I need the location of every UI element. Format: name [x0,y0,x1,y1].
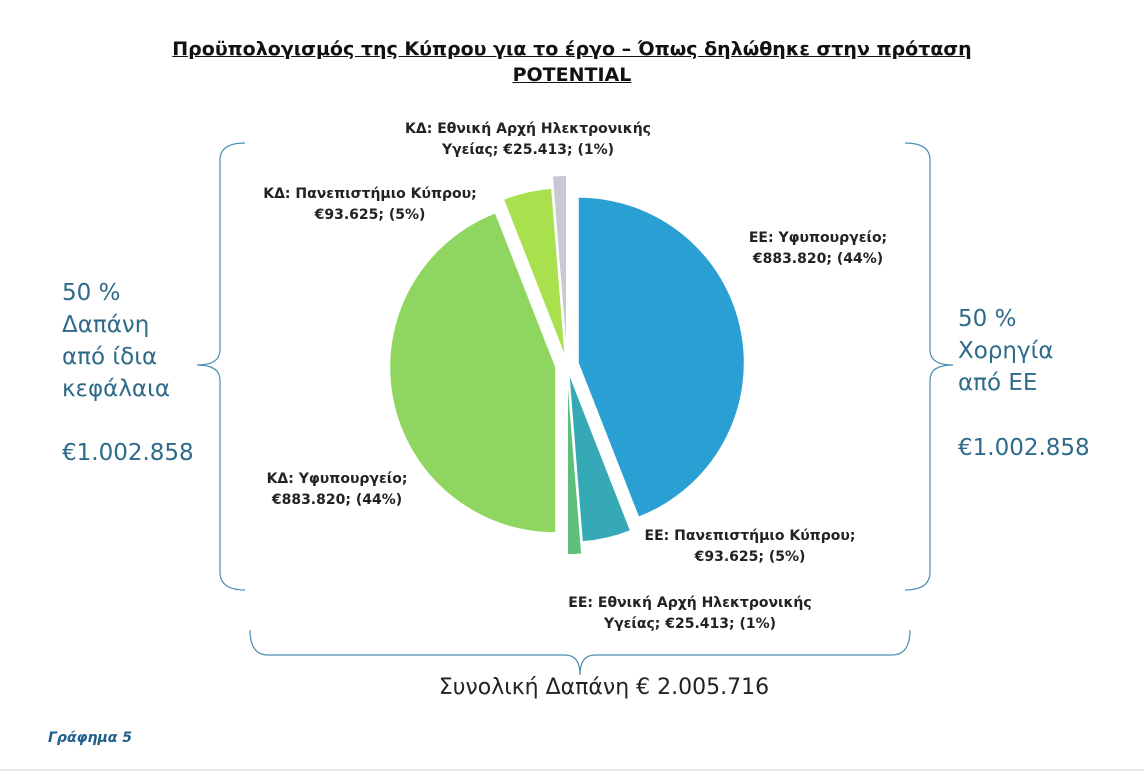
right-brace [904,142,954,591]
slice-label: ΕΕ: Υφυπουργείο; [749,230,887,246]
pie-slice [504,188,565,354]
pie-slice [569,376,630,542]
slice-label: €93.625; (5%) [314,207,426,223]
right-annotation: €1.002.858 [958,435,1090,461]
pie-slice [390,213,556,533]
slice-label: €93.625; (5%) [694,549,806,565]
total-annotation: Συνολική Δαπάνη € 2.005.716 [439,675,769,700]
slice-label: ΚΔ: Εθνική Αρχή Ηλεκτρονικής [405,121,651,137]
left-annotation: από ίδια [62,344,157,370]
left-brace [196,142,246,591]
pie-slice [552,176,567,342]
right-annotation: από ΕΕ [958,370,1037,396]
slice-label: ΕΕ: Εθνική Αρχή Ηλεκτρονικής [568,595,811,611]
slice-label: ΚΔ: Υφυπουργείο; [267,471,408,487]
slice-label: Υγείας; €25.413; (1%) [603,616,776,632]
left-annotation: €1.002.858 [62,440,194,466]
slice-label: €883.820; (44%) [271,492,402,508]
left-annotation: Δαπάνη [62,312,149,338]
right-annotation: Χορηγία [958,338,1054,364]
left-annotation: κεφάλαια [62,376,170,402]
bottom-brace [249,629,911,676]
chart-title: Προϋπολογισμός της Κύπρου για το έργο – … [172,38,972,86]
slice-label: ΕΕ: Πανεπιστήμιο Κύπρου; [645,528,856,544]
slice-label: Υγείας; €25.413; (1%) [441,142,614,158]
slice-label: ΚΔ: Πανεπιστήμιο Κύπρου; [263,186,476,202]
pie-slice [578,197,744,517]
caption: Γράφημα 5 [48,730,133,746]
pie-slice [567,388,582,554]
right-annotation: 50 % [958,306,1016,332]
left-annotation: 50 % [62,280,120,306]
slice-label: €883.820; (44%) [752,251,883,267]
